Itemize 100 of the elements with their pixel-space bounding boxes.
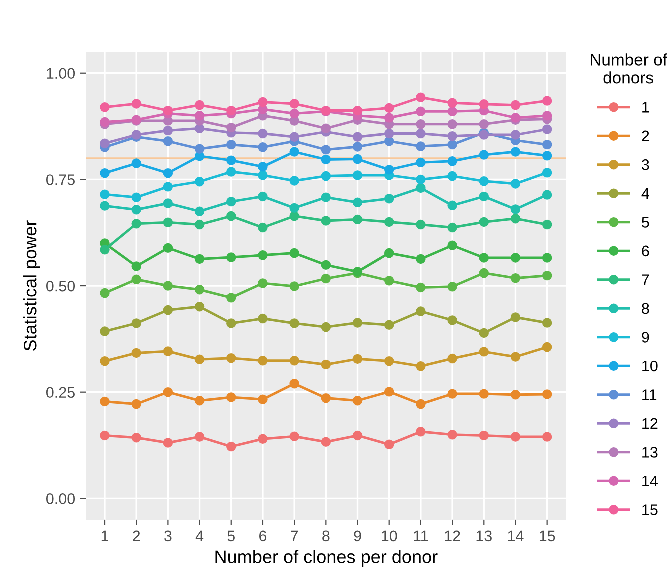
point bbox=[479, 347, 489, 357]
legend-label: 13 bbox=[642, 447, 658, 458]
point bbox=[384, 387, 394, 397]
point bbox=[448, 316, 458, 326]
point bbox=[542, 253, 552, 263]
point bbox=[258, 128, 268, 139]
y-tick-label: 0.75 bbox=[46, 174, 75, 186]
point bbox=[258, 356, 268, 366]
point bbox=[163, 438, 174, 448]
point bbox=[100, 245, 110, 255]
point bbox=[132, 274, 142, 285]
legend-label: 2 bbox=[642, 130, 650, 142]
legend-label: 5 bbox=[642, 217, 650, 228]
point bbox=[163, 218, 174, 228]
point bbox=[510, 253, 521, 263]
point bbox=[132, 192, 142, 202]
point bbox=[100, 117, 110, 128]
point bbox=[163, 243, 174, 254]
point bbox=[510, 432, 521, 442]
point bbox=[448, 430, 458, 440]
point bbox=[290, 132, 300, 142]
y-tick-label: 0.50 bbox=[46, 280, 76, 292]
point bbox=[542, 124, 552, 134]
point bbox=[194, 432, 205, 442]
point bbox=[352, 142, 363, 152]
point bbox=[448, 222, 458, 233]
point bbox=[510, 390, 521, 400]
x-tick-label: 14 bbox=[508, 530, 524, 542]
x-tick-label: 6 bbox=[260, 530, 267, 542]
point bbox=[510, 147, 521, 157]
point bbox=[448, 200, 458, 211]
point bbox=[510, 352, 521, 362]
point bbox=[194, 111, 205, 121]
point bbox=[321, 124, 332, 134]
point bbox=[163, 305, 174, 316]
point bbox=[542, 190, 552, 200]
point bbox=[226, 392, 236, 402]
point bbox=[352, 354, 363, 364]
point bbox=[510, 130, 521, 140]
point bbox=[352, 132, 363, 142]
point bbox=[352, 318, 363, 328]
point bbox=[479, 268, 489, 278]
point bbox=[163, 126, 174, 136]
point bbox=[416, 120, 426, 130]
point bbox=[132, 130, 142, 140]
x-tick-label: 7 bbox=[291, 530, 298, 542]
point bbox=[448, 171, 458, 182]
point bbox=[321, 260, 332, 270]
point bbox=[258, 314, 268, 324]
point bbox=[226, 318, 236, 328]
point bbox=[321, 145, 332, 155]
legend-label: 11 bbox=[642, 390, 657, 400]
point bbox=[479, 253, 489, 263]
x-tick-label: 12 bbox=[445, 530, 460, 542]
point bbox=[448, 140, 458, 150]
point bbox=[321, 274, 332, 284]
point bbox=[132, 432, 142, 443]
point bbox=[258, 162, 268, 172]
point bbox=[479, 176, 489, 186]
legend-label: 6 bbox=[642, 246, 650, 257]
point bbox=[416, 306, 426, 316]
x-tick-label: 3 bbox=[164, 530, 172, 542]
point bbox=[352, 106, 363, 116]
point bbox=[163, 346, 174, 356]
point bbox=[448, 389, 458, 399]
point bbox=[290, 108, 300, 119]
x-tick-label: 15 bbox=[540, 530, 556, 542]
point bbox=[448, 156, 458, 166]
point bbox=[290, 99, 300, 109]
point bbox=[290, 147, 300, 157]
point bbox=[352, 170, 363, 180]
x-tick-label: 13 bbox=[476, 530, 492, 542]
point bbox=[479, 192, 489, 202]
point bbox=[448, 120, 458, 130]
point bbox=[416, 128, 426, 139]
point bbox=[100, 168, 110, 178]
point bbox=[132, 205, 142, 215]
point bbox=[321, 216, 332, 226]
point bbox=[352, 154, 363, 164]
point bbox=[384, 194, 394, 204]
point bbox=[542, 111, 552, 121]
point bbox=[416, 106, 426, 117]
point bbox=[226, 196, 236, 207]
point bbox=[448, 98, 458, 108]
point bbox=[226, 140, 236, 150]
point bbox=[100, 138, 110, 148]
point bbox=[510, 100, 521, 110]
point bbox=[416, 174, 426, 185]
point bbox=[290, 318, 300, 328]
point bbox=[352, 214, 363, 225]
point bbox=[290, 356, 300, 366]
point bbox=[226, 156, 236, 166]
legend-label: 7 bbox=[642, 274, 650, 286]
legend-label: 9 bbox=[642, 332, 650, 343]
point bbox=[384, 276, 394, 286]
point bbox=[416, 142, 426, 152]
point bbox=[416, 282, 426, 293]
point bbox=[479, 217, 489, 228]
point bbox=[352, 430, 363, 441]
point bbox=[448, 282, 458, 292]
